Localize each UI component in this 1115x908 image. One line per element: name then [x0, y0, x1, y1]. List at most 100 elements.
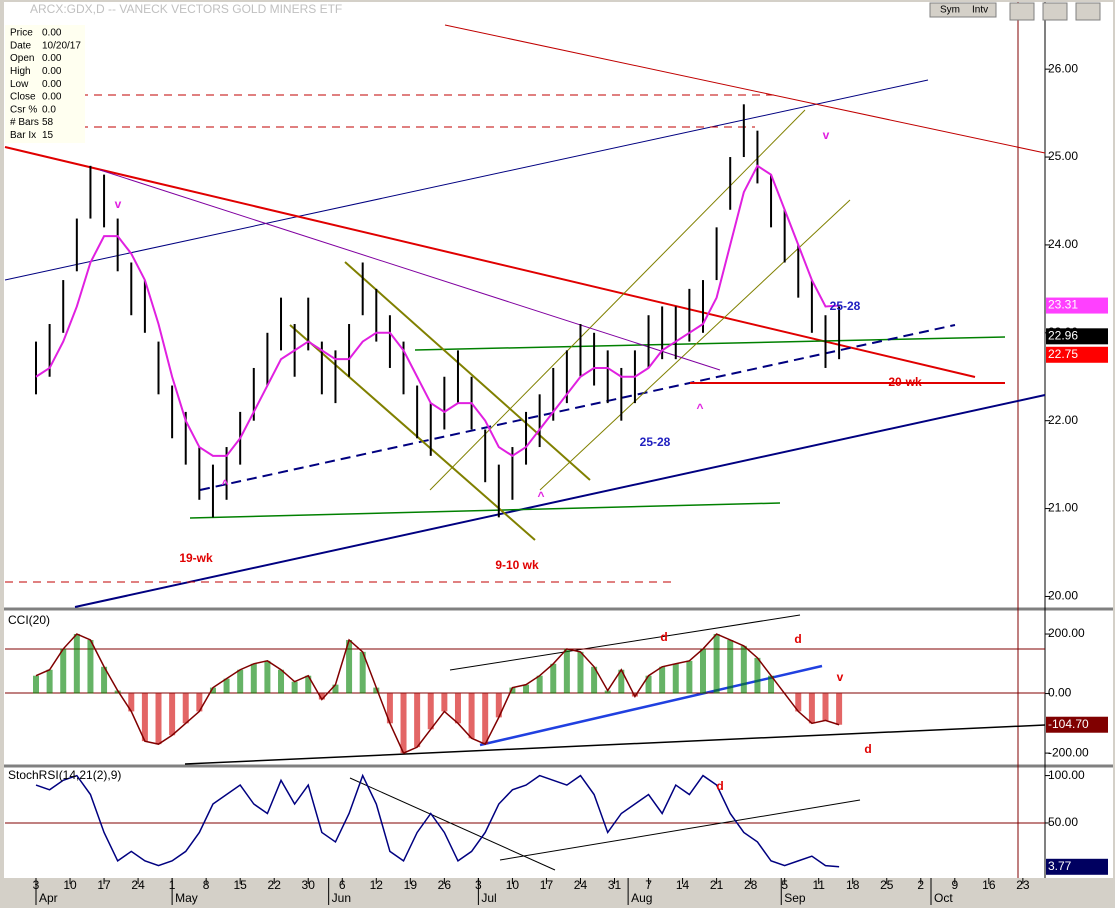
x-tick-label: 11 — [812, 878, 825, 892]
value-box — [1046, 328, 1108, 345]
x-tick-label: 31 — [608, 878, 622, 892]
sym-box[interactable] — [929, 2, 997, 18]
x-tick-label: 17 — [97, 878, 111, 892]
annotation: 25-28 — [640, 435, 671, 449]
stoch-line — [35, 773, 840, 868]
y-tick-label: 200.00 — [1048, 626, 1085, 640]
info-label: High — [10, 66, 31, 77]
x-tick-label: 26 — [438, 878, 452, 892]
info-value: 0.0 — [42, 104, 56, 115]
moving-average — [35, 164, 840, 458]
month-label: Jul — [481, 891, 496, 905]
stoch-annotation: d — [716, 779, 723, 793]
info-label: # Bars — [10, 117, 39, 128]
x-tick-label: 2 — [917, 878, 924, 892]
info-value: 0.00 — [42, 79, 62, 90]
chart-title: ARCX:GDX,D -- VANECK VECTORS GOLD MINERS… — [30, 2, 342, 16]
y-tick-label: 20.00 — [1048, 589, 1078, 603]
plot-bg — [4, 2, 1045, 878]
info-value: 10/20/17 — [42, 40, 81, 51]
toolbar: Sym Intv — [929, 2, 1101, 21]
cci-annotation: d — [864, 742, 871, 756]
x-tick-label: 19 — [404, 878, 418, 892]
y-tick-label: -200.00 — [1048, 745, 1089, 759]
info-value: 0.00 — [42, 92, 62, 103]
info-label: Bar Ix — [10, 130, 36, 141]
annotation: 9-10 wk — [495, 558, 539, 572]
value-label: 3.77 — [1048, 859, 1072, 873]
info-label: Low — [10, 79, 29, 90]
y-tick-label: 100.00 — [1048, 768, 1085, 782]
x-tick-label: 10 — [63, 878, 77, 892]
y-tick-label: 21.00 — [1048, 501, 1078, 515]
maximize-button[interactable] — [1042, 2, 1068, 21]
value-box — [1046, 346, 1108, 363]
x-tick-label: 21 — [710, 878, 724, 892]
month-label: Oct — [934, 891, 953, 905]
y-tick-label: 25.00 — [1048, 149, 1078, 163]
info-value: 0.00 — [42, 53, 62, 64]
x-tick-label: 7 — [645, 878, 652, 892]
x-tick-label: 14 — [676, 878, 690, 892]
value-label: 22.96 — [1048, 328, 1078, 342]
info-bg — [5, 25, 85, 143]
annotation: 19-wk — [179, 551, 213, 565]
x-tick-label: 25 — [880, 878, 894, 892]
value-label: 22.75 — [1048, 347, 1078, 361]
panel-title: StochRSI(14,21(2),9) — [8, 768, 121, 782]
cci-line — [35, 633, 840, 755]
info-value: 0.00 — [42, 66, 62, 77]
value-label: -104.70 — [1048, 717, 1089, 731]
info-value: 58 — [42, 117, 54, 128]
x-tick-label: 16 — [982, 878, 996, 892]
annotation: ^ — [696, 401, 703, 415]
info-label: Open — [10, 53, 34, 64]
x-tick-label: 28 — [744, 878, 758, 892]
annotation: 25-28 — [830, 299, 861, 313]
cci-annotation: d — [794, 632, 801, 646]
y-tick-label: 22.00 — [1048, 413, 1078, 427]
x-tick-label: 8 — [203, 878, 210, 892]
month-label: Sep — [784, 891, 806, 905]
close-button[interactable] — [1075, 2, 1101, 21]
info-label: Price — [10, 28, 33, 39]
info-label: Csr % — [10, 104, 37, 115]
month-label: May — [175, 891, 198, 905]
x-tick-label: 22 — [268, 878, 282, 892]
value-box — [1046, 297, 1108, 314]
value-box — [1046, 858, 1108, 875]
y-tick-label: 50.00 — [1048, 815, 1078, 829]
info-box: Price 0.00 Date 10/20/17 Open 0.00 High 0.00 Low… — [5, 25, 85, 143]
cci-annotation: v — [837, 670, 844, 684]
info-value: 0.00 — [42, 28, 62, 39]
x-tick-label: 17 — [540, 878, 554, 892]
annotation: v — [823, 128, 830, 142]
month-label: Jun — [332, 891, 351, 905]
trendlines — [4, 24, 1046, 608]
x-tick-label: 24 — [574, 878, 588, 892]
y-tick-label: 0.00 — [1048, 686, 1072, 700]
x-tick-label: 24 — [131, 878, 145, 892]
x-tick-label: 9 — [951, 878, 958, 892]
stoch-trendlines — [5, 777, 1045, 871]
y-tick-label: 24.00 — [1048, 237, 1078, 251]
info-label: Date — [10, 40, 32, 51]
x-tick-label: 5 — [781, 878, 788, 892]
info-label: Close — [10, 92, 36, 103]
x-tick-label: 15 — [234, 878, 248, 892]
minimize-button[interactable] — [1009, 2, 1035, 21]
panel-title: CCI(20) — [8, 613, 50, 627]
plot: 20.0021.0022.0023.0024.0025.0026.00200.0… — [8, 61, 1108, 905]
annotation: v — [115, 197, 122, 211]
x-tick-label: 18 — [846, 878, 860, 892]
x-tick-label: 6 — [339, 878, 346, 892]
info-value: 15 — [42, 130, 54, 141]
cci-annotation: d — [660, 630, 667, 644]
annotation: ^ — [537, 489, 544, 503]
annotation: ^ — [221, 477, 228, 491]
x-tick-label: 10 — [506, 878, 520, 892]
button-label[interactable]: Sym — [940, 5, 960, 16]
y-tick-label: 26.00 — [1048, 61, 1078, 75]
button-label[interactable]: Intv — [972, 5, 988, 16]
